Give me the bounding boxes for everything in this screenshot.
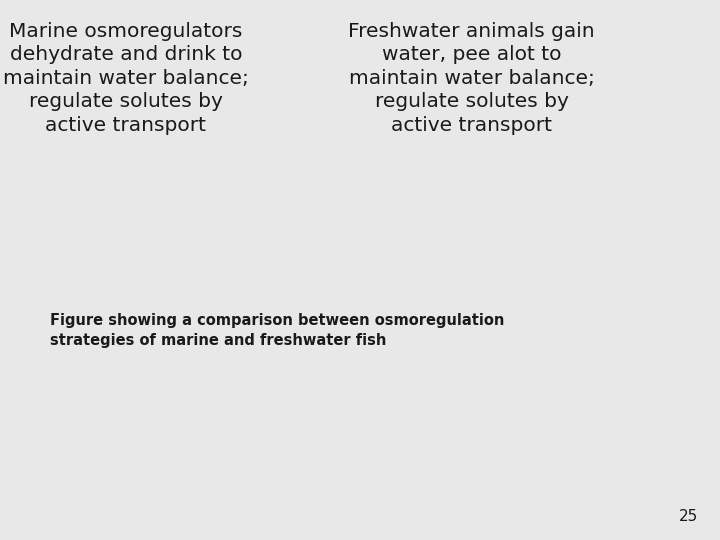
Text: Marine osmoregulators
dehydrate and drink to
maintain water balance;
regulate so: Marine osmoregulators dehydrate and drin… bbox=[3, 22, 249, 134]
Text: Freshwater animals gain
water, pee alot to
maintain water balance;
regulate solu: Freshwater animals gain water, pee alot … bbox=[348, 22, 595, 134]
Text: Figure showing a comparison between osmoregulation
strategies of marine and fres: Figure showing a comparison between osmo… bbox=[50, 313, 505, 348]
Text: 25: 25 bbox=[679, 509, 698, 524]
